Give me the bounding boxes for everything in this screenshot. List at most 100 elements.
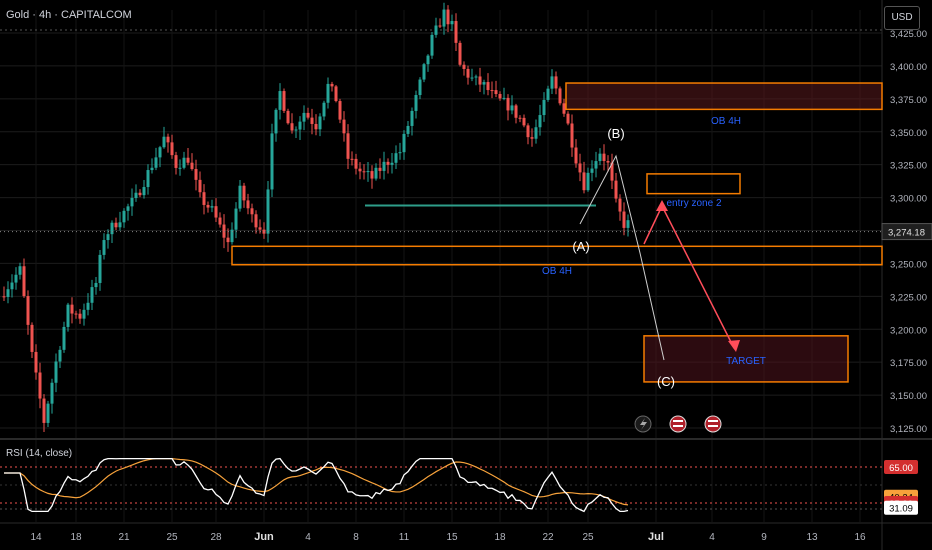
candle-body <box>490 90 494 92</box>
candle-body <box>518 117 522 119</box>
candle-body <box>602 153 606 162</box>
last-price-badge <box>881 223 932 241</box>
candle-body <box>622 211 626 228</box>
candle-body <box>206 204 210 208</box>
candle-body <box>446 9 450 25</box>
currency-button[interactable]: USD <box>884 6 920 30</box>
ob-upper-zone <box>565 82 883 111</box>
candle-body <box>58 349 62 362</box>
target-label: TARGET <box>726 356 766 367</box>
candle-body <box>550 76 554 89</box>
rsi-ma-line <box>4 457 629 506</box>
time-tick-label: 18 <box>70 532 82 543</box>
candle-body <box>238 185 242 209</box>
us-flag-icon <box>704 415 722 433</box>
candle-body <box>330 83 334 87</box>
candle-body <box>70 304 74 314</box>
candle-body <box>90 287 94 303</box>
candle-body <box>426 55 430 65</box>
candle-body <box>482 82 486 85</box>
candle-body <box>250 208 254 215</box>
arrow-head <box>728 340 740 352</box>
time-tick-label: 25 <box>582 532 594 543</box>
lightning-icon-glyph <box>640 418 647 430</box>
entry-zone-label: entry zone 2 <box>666 198 721 209</box>
candle-body <box>106 234 110 241</box>
candle-body <box>234 208 238 230</box>
candle-body <box>358 168 362 172</box>
candle-body <box>98 254 102 283</box>
time-axis[interactable]: 14 18 21 25 28 Jun 4 8 11 15 18 22 25 Jul 4 9 13 16 <box>30 531 866 543</box>
us-flag-stripe <box>673 425 683 427</box>
candle-body <box>306 112 310 118</box>
rsi-upper-badge-label: 65.00 <box>889 463 913 474</box>
time-tick-label: 25 <box>166 532 178 543</box>
candle-body <box>542 99 546 116</box>
candle-body <box>422 64 426 80</box>
candle-body <box>18 266 22 275</box>
candle-body <box>582 172 586 191</box>
candle-body <box>466 68 470 78</box>
candle-body <box>526 125 530 138</box>
ob-lower-zone <box>231 245 883 266</box>
candle-body <box>486 82 490 91</box>
candle-body <box>114 222 118 228</box>
candle-body <box>294 129 298 131</box>
candle-body <box>390 162 394 165</box>
candle-body <box>86 302 90 310</box>
wave-a-label: (A) <box>572 239 589 254</box>
candle-body <box>334 86 338 102</box>
candle-body <box>442 9 446 27</box>
candle-body <box>342 119 346 134</box>
candle-body <box>110 222 114 235</box>
price-tick-label: 3,200.00 <box>890 325 927 336</box>
candle-body <box>286 110 290 124</box>
candle-body <box>210 206 214 208</box>
candle-body <box>142 187 146 196</box>
time-tick-label: 18 <box>494 532 506 543</box>
entry-zone <box>646 173 741 195</box>
candle-body <box>394 153 398 163</box>
price-tick-label: 3,300.00 <box>890 194 927 205</box>
candle-body <box>10 282 14 290</box>
candle-body <box>134 192 138 198</box>
us-flag-stripe <box>708 420 718 422</box>
candle-body <box>42 398 46 423</box>
candle-body <box>298 121 302 130</box>
time-tick-label: 11 <box>399 532 410 543</box>
candle-body <box>82 309 86 319</box>
candle-body <box>14 274 18 283</box>
wave-line <box>579 154 665 361</box>
candle-body <box>2 296 6 298</box>
target-zone <box>643 335 849 383</box>
candle-body <box>326 83 330 103</box>
candle-body <box>502 97 506 99</box>
candle-body <box>122 210 126 223</box>
candle-body <box>586 172 590 191</box>
candle-body <box>350 158 354 160</box>
candle-body <box>558 88 562 104</box>
candle-body <box>562 103 566 114</box>
price-tick-label: 3,225.00 <box>890 292 927 303</box>
candle-body <box>566 113 570 124</box>
candle-body <box>598 153 602 162</box>
candle-body <box>506 97 510 111</box>
candle-body <box>246 200 250 209</box>
price-axis[interactable]: 3,425.00 3,400.00 3,375.00 3,350.00 3,325.00… <box>0 29 932 515</box>
candle-body <box>254 214 258 228</box>
time-tick-label: 14 <box>30 532 42 543</box>
candle-body <box>414 95 418 111</box>
candle-body <box>202 192 206 205</box>
us-flag-stripe <box>673 420 683 422</box>
candle-body <box>354 158 358 169</box>
candle-body <box>418 79 422 96</box>
candle-body <box>538 115 542 128</box>
annotations: OB 4H OB 4H entry zone 2 TARGET (A) (B) (C) <box>231 82 883 433</box>
candle-body <box>614 180 618 199</box>
candle-body <box>282 91 286 111</box>
candle-body <box>66 304 70 327</box>
time-tick-label: 21 <box>118 532 130 543</box>
candle-body <box>534 127 538 139</box>
price-tick-label: 3,425.00 <box>890 29 927 40</box>
